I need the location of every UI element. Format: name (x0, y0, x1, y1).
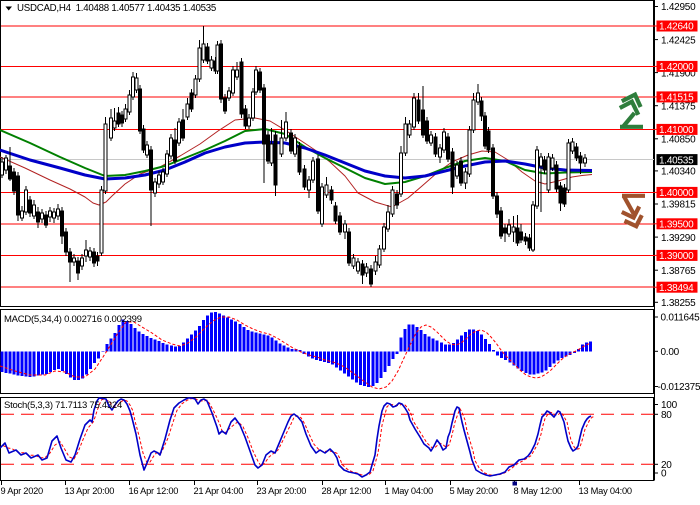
svg-text:1.39500: 1.39500 (659, 220, 694, 231)
svg-text:1.38494: 1.38494 (659, 283, 694, 294)
svg-text:28 Apr 12:00: 28 Apr 12:00 (322, 486, 372, 496)
svg-text:21 Apr 04:00: 21 Apr 04:00 (194, 486, 244, 496)
svg-text:1.42425: 1.42425 (661, 35, 696, 46)
svg-text:23 Apr 20:00: 23 Apr 20:00 (257, 486, 307, 496)
svg-text:80: 80 (661, 410, 672, 421)
svg-text:USDCAD,H4 1.40488 1.40577 1.4: USDCAD,H4 1.40488 1.40577 1.40435 1.4053… (17, 3, 216, 14)
svg-text:1.40535: 1.40535 (659, 155, 694, 166)
svg-text:1.42640: 1.42640 (659, 22, 694, 33)
svg-text:1.41515: 1.41515 (659, 93, 694, 104)
svg-text:13 Apr 20:00: 13 Apr 20:00 (65, 486, 115, 496)
svg-text:1.42950: 1.42950 (661, 2, 696, 13)
svg-text:1.39815: 1.39815 (661, 200, 696, 211)
svg-text:MACD(5,34,4) 0.002716 0.002399: MACD(5,34,4) 0.002716 0.002399 (4, 314, 142, 325)
svg-text:1.38255: 1.38255 (661, 298, 696, 309)
svg-text:1.40850: 1.40850 (661, 135, 696, 146)
svg-text:5 May 20:00: 5 May 20:00 (450, 486, 498, 496)
svg-text:1.39000: 1.39000 (659, 251, 694, 262)
svg-text:9 Apr 2020: 9 Apr 2020 (1, 486, 44, 496)
svg-text:1.40340: 1.40340 (661, 167, 696, 178)
svg-text:1.41000: 1.41000 (659, 125, 694, 136)
svg-text:0.00: 0.00 (661, 347, 680, 358)
svg-text:0.011645: 0.011645 (661, 313, 700, 324)
svg-text:1.40000: 1.40000 (659, 188, 694, 199)
svg-text:1 May 04:00: 1 May 04:00 (385, 486, 433, 496)
svg-text:16 Apr 12:00: 16 Apr 12:00 (129, 486, 179, 496)
svg-text:8 May 12:00: 8 May 12:00 (514, 486, 562, 496)
svg-text:0: 0 (661, 469, 667, 480)
svg-text:13 May 04:00: 13 May 04:00 (579, 486, 632, 496)
svg-text:1.38765: 1.38765 (661, 266, 696, 277)
svg-text:1.39290: 1.39290 (661, 233, 696, 244)
svg-text:1.42000: 1.42000 (659, 62, 694, 73)
svg-text:-0.012375: -0.012375 (658, 382, 700, 393)
svg-text:Stoch(5,3,3) 71.7113 75.4324: Stoch(5,3,3) 71.7113 75.4324 (4, 400, 122, 411)
